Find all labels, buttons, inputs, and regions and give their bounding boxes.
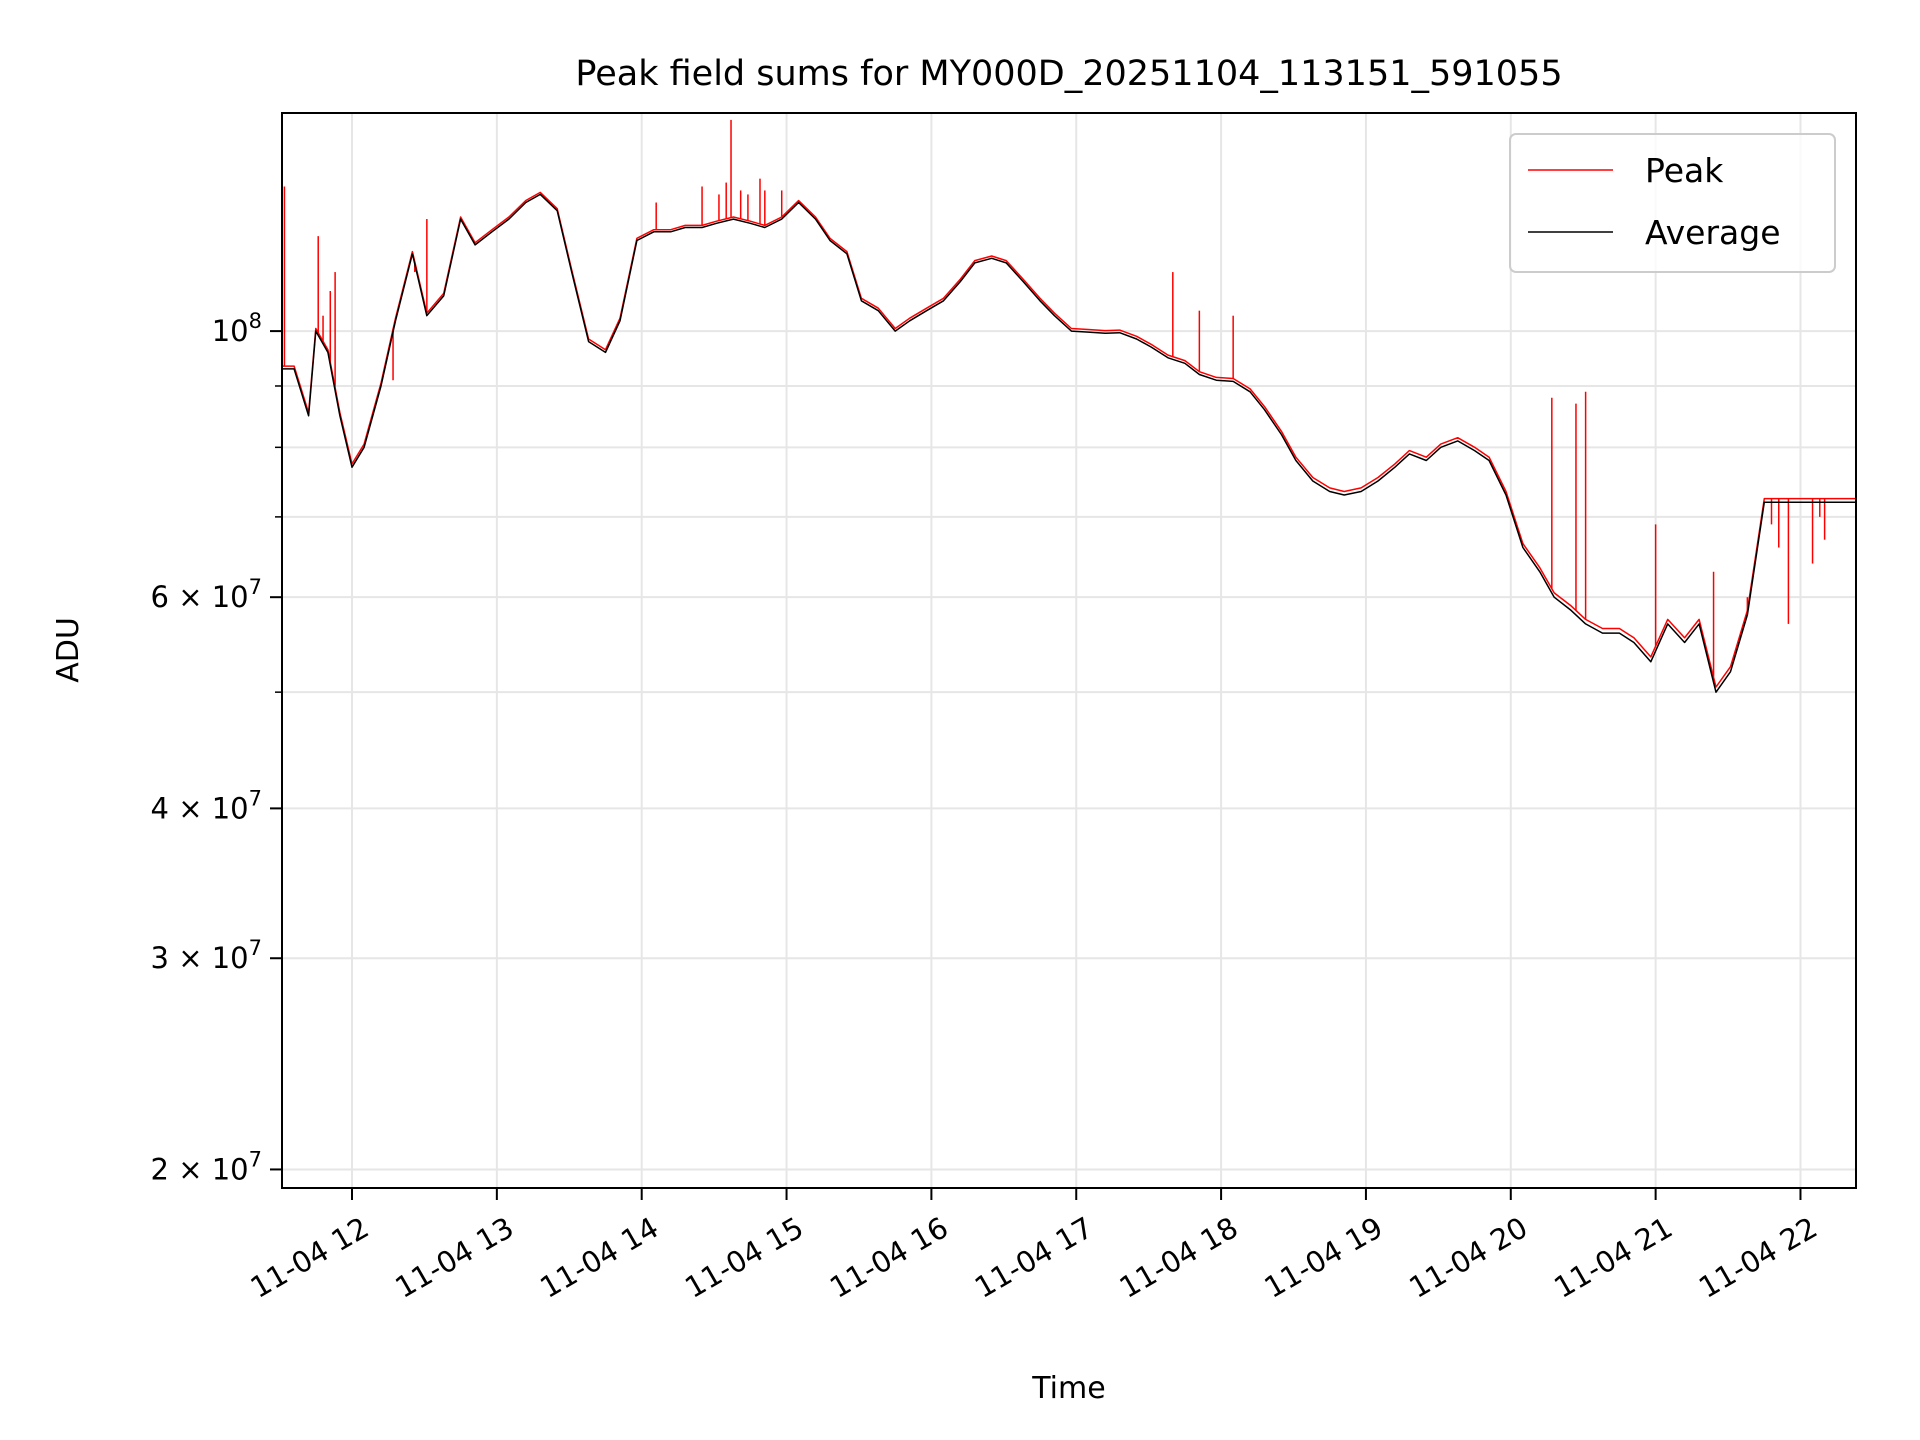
chart-title: Peak field sums for MY000D_20251104_1131… [575, 54, 1562, 94]
plot-lines [282, 119, 1856, 693]
x-axis-label: Time [1031, 1371, 1105, 1406]
series-line-peak [282, 191, 1856, 688]
legend-peak-label: Peak [1645, 151, 1724, 190]
series-line-average [282, 193, 1856, 693]
y-axis-label: ADU [51, 617, 86, 683]
y-tick-label: 2 × 107 [151, 1147, 262, 1186]
y-tick-label: 3 × 107 [151, 936, 262, 975]
legend-box [1509, 133, 1836, 273]
y-tick-label: 4 × 107 [151, 786, 262, 825]
y-tick-label: 6 × 107 [151, 575, 262, 614]
legend: Peak Average [1509, 133, 1836, 273]
legend-average-label: Average [1645, 213, 1781, 252]
y-axis: 108 6 × 107 4 × 107 3 × 107 2 × 107 [151, 309, 282, 1186]
plot-frame [281, 112, 1857, 1189]
y-tick-label: 108 [212, 309, 262, 348]
